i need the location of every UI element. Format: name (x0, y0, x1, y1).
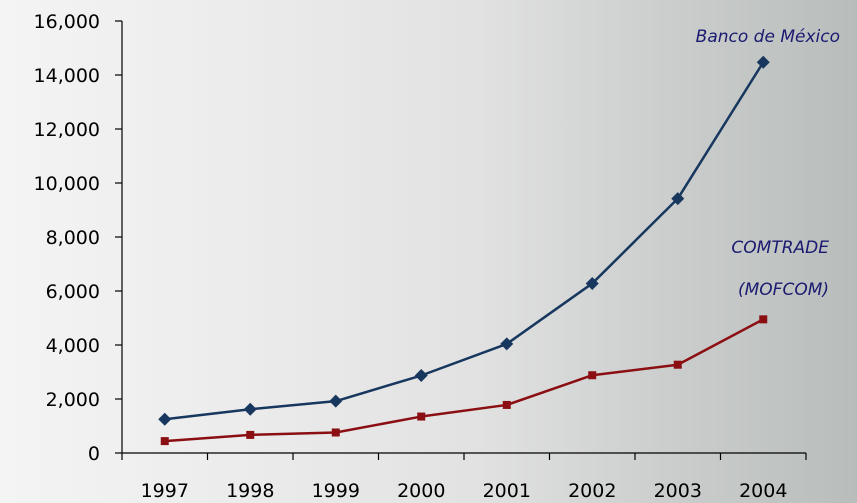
data-point (671, 192, 685, 206)
data-point (502, 400, 511, 409)
y-tick-label: 14,000 (34, 65, 100, 87)
data-point (756, 55, 770, 69)
series-line (164, 318, 764, 443)
y-tick-label: 2,000 (46, 389, 100, 411)
data-point (158, 412, 172, 426)
y-tick-label: 4,000 (46, 335, 100, 357)
series-line (164, 61, 765, 421)
x-axis: 1997 1998 1999 2000 2001 2002 2003 2004 (121, 452, 807, 502)
data-point (414, 369, 428, 383)
series-layer (158, 55, 770, 446)
series-label-comtrade: COMTRADE (731, 238, 829, 258)
x-tick-label: 1997 (141, 480, 189, 502)
data-point (500, 337, 514, 351)
data-point (243, 402, 257, 416)
x-tick-label: 2002 (568, 480, 616, 502)
y-tick-label: 12,000 (34, 119, 100, 141)
data-point (585, 276, 599, 290)
x-tick-label: 1999 (312, 480, 360, 502)
data-point (160, 437, 169, 446)
y-tick-label: 0 (88, 443, 100, 465)
y-tick-label: 16,000 (34, 11, 100, 33)
x-tick-label: 2004 (739, 480, 787, 502)
y-tick-label: 10,000 (34, 173, 100, 195)
data-point (331, 428, 340, 437)
x-tick-label: 2000 (397, 480, 445, 502)
series-label-mofcom: (MOFCOM) (738, 280, 829, 300)
x-tick-label: 2001 (483, 480, 531, 502)
data-point (246, 430, 255, 439)
series-2 (160, 315, 768, 446)
data-point (329, 394, 343, 408)
series-1 (158, 55, 770, 426)
series-label-banco: Banco de México (696, 27, 840, 47)
data-point (417, 412, 426, 421)
data-point (759, 315, 768, 324)
data-point (588, 371, 597, 380)
y-tick-label: 6,000 (46, 281, 100, 303)
x-tick-label: 1998 (226, 480, 274, 502)
x-tick-label: 2003 (654, 480, 702, 502)
y-axis: 0 2,000 4,000 6,000 8,000 10,000 12,000 14,000 1… (34, 11, 123, 465)
data-point (673, 360, 682, 369)
y-tick-label: 8,000 (46, 227, 100, 249)
